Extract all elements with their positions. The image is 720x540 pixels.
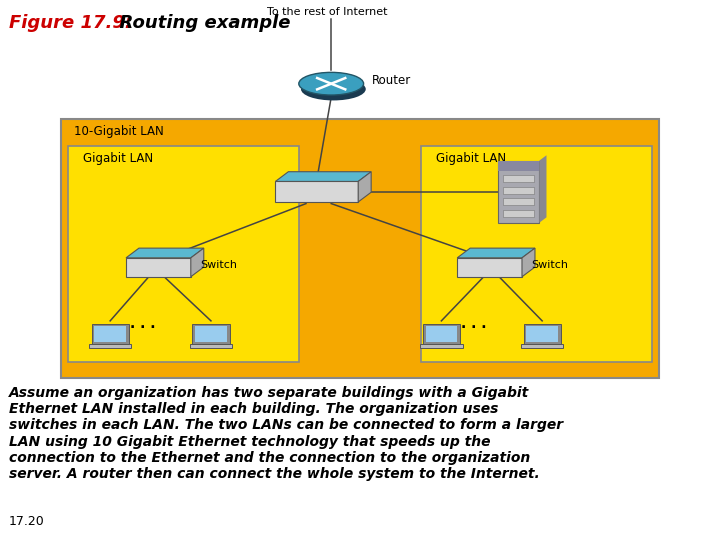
FancyBboxPatch shape: [192, 324, 230, 344]
FancyBboxPatch shape: [503, 198, 534, 205]
FancyBboxPatch shape: [91, 324, 129, 344]
Polygon shape: [522, 248, 535, 276]
FancyBboxPatch shape: [275, 181, 359, 202]
FancyBboxPatch shape: [195, 326, 227, 342]
FancyBboxPatch shape: [523, 324, 561, 344]
Polygon shape: [359, 172, 372, 202]
FancyBboxPatch shape: [189, 344, 233, 348]
FancyBboxPatch shape: [503, 186, 534, 193]
FancyBboxPatch shape: [89, 344, 132, 348]
Ellipse shape: [301, 78, 366, 100]
Text: Gigabit LAN: Gigabit LAN: [83, 152, 153, 165]
FancyBboxPatch shape: [426, 326, 457, 342]
Text: Router: Router: [372, 75, 411, 87]
Text: Assume an organization has two separate buildings with a Gigabit
Ethernet LAN in: Assume an organization has two separate …: [9, 386, 563, 481]
Text: To the rest of Internet: To the rest of Internet: [267, 7, 388, 17]
FancyBboxPatch shape: [126, 258, 191, 276]
Text: Switch: Switch: [531, 260, 568, 269]
FancyBboxPatch shape: [526, 326, 558, 342]
FancyBboxPatch shape: [61, 119, 659, 378]
FancyBboxPatch shape: [503, 175, 534, 181]
FancyBboxPatch shape: [457, 258, 522, 276]
Text: 10-Gigabit LAN: 10-Gigabit LAN: [74, 125, 164, 138]
FancyBboxPatch shape: [94, 326, 126, 342]
FancyBboxPatch shape: [503, 210, 534, 217]
Polygon shape: [126, 248, 204, 258]
FancyBboxPatch shape: [68, 146, 299, 362]
Text: Routing example: Routing example: [107, 14, 290, 31]
Text: Figure 17.9:: Figure 17.9:: [9, 14, 132, 31]
Text: 17.20: 17.20: [9, 515, 45, 528]
FancyBboxPatch shape: [498, 160, 539, 222]
FancyBboxPatch shape: [521, 344, 564, 348]
Polygon shape: [191, 248, 204, 276]
Text: Switch: Switch: [200, 260, 237, 269]
FancyBboxPatch shape: [423, 324, 460, 344]
FancyBboxPatch shape: [498, 160, 539, 172]
Text: . . .: . . .: [130, 317, 156, 331]
FancyBboxPatch shape: [420, 344, 463, 348]
Text: Gigabit LAN: Gigabit LAN: [436, 152, 505, 165]
Ellipse shape: [299, 72, 364, 95]
Polygon shape: [457, 248, 535, 258]
Polygon shape: [275, 172, 372, 181]
Polygon shape: [539, 156, 546, 222]
FancyBboxPatch shape: [421, 146, 652, 362]
Text: . . .: . . .: [461, 317, 487, 331]
